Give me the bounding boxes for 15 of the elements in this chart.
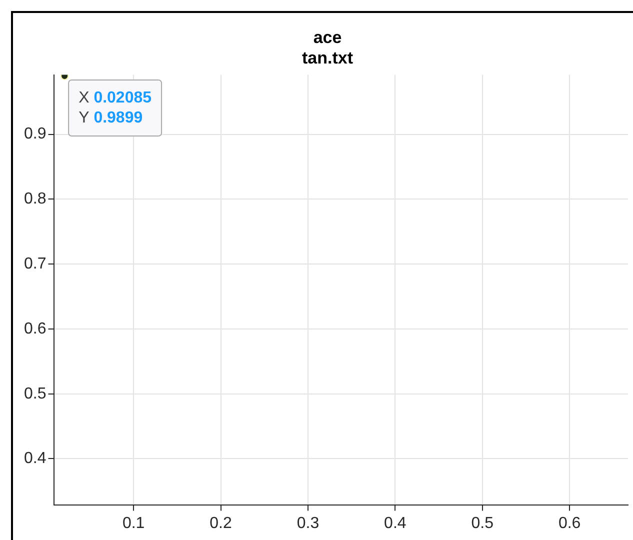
- y-tick-label: 0.9: [24, 126, 46, 143]
- y-tick-label: 0.8: [24, 190, 46, 208]
- x-tick-label: 0.5: [471, 514, 494, 532]
- x-tick-label: 0.1: [122, 514, 145, 532]
- x-tick-label: 0.6: [558, 514, 581, 532]
- y-tick-label: 0.5: [24, 385, 46, 402]
- y-tick-label: 0.6: [24, 320, 46, 338]
- text: ace: [313, 28, 342, 47]
- y-tick-label: 0.4: [24, 450, 46, 468]
- y-tick-label: 0.7: [24, 255, 46, 272]
- x-tick-label: 0.2: [210, 514, 232, 532]
- x-tick-label: 0.3: [296, 514, 320, 532]
- annotation: X 0.02085 Y 0.9899: [78, 89, 152, 126]
- x-tick-label: 0.4: [384, 514, 406, 532]
- text: tan.txt: [302, 48, 353, 68]
